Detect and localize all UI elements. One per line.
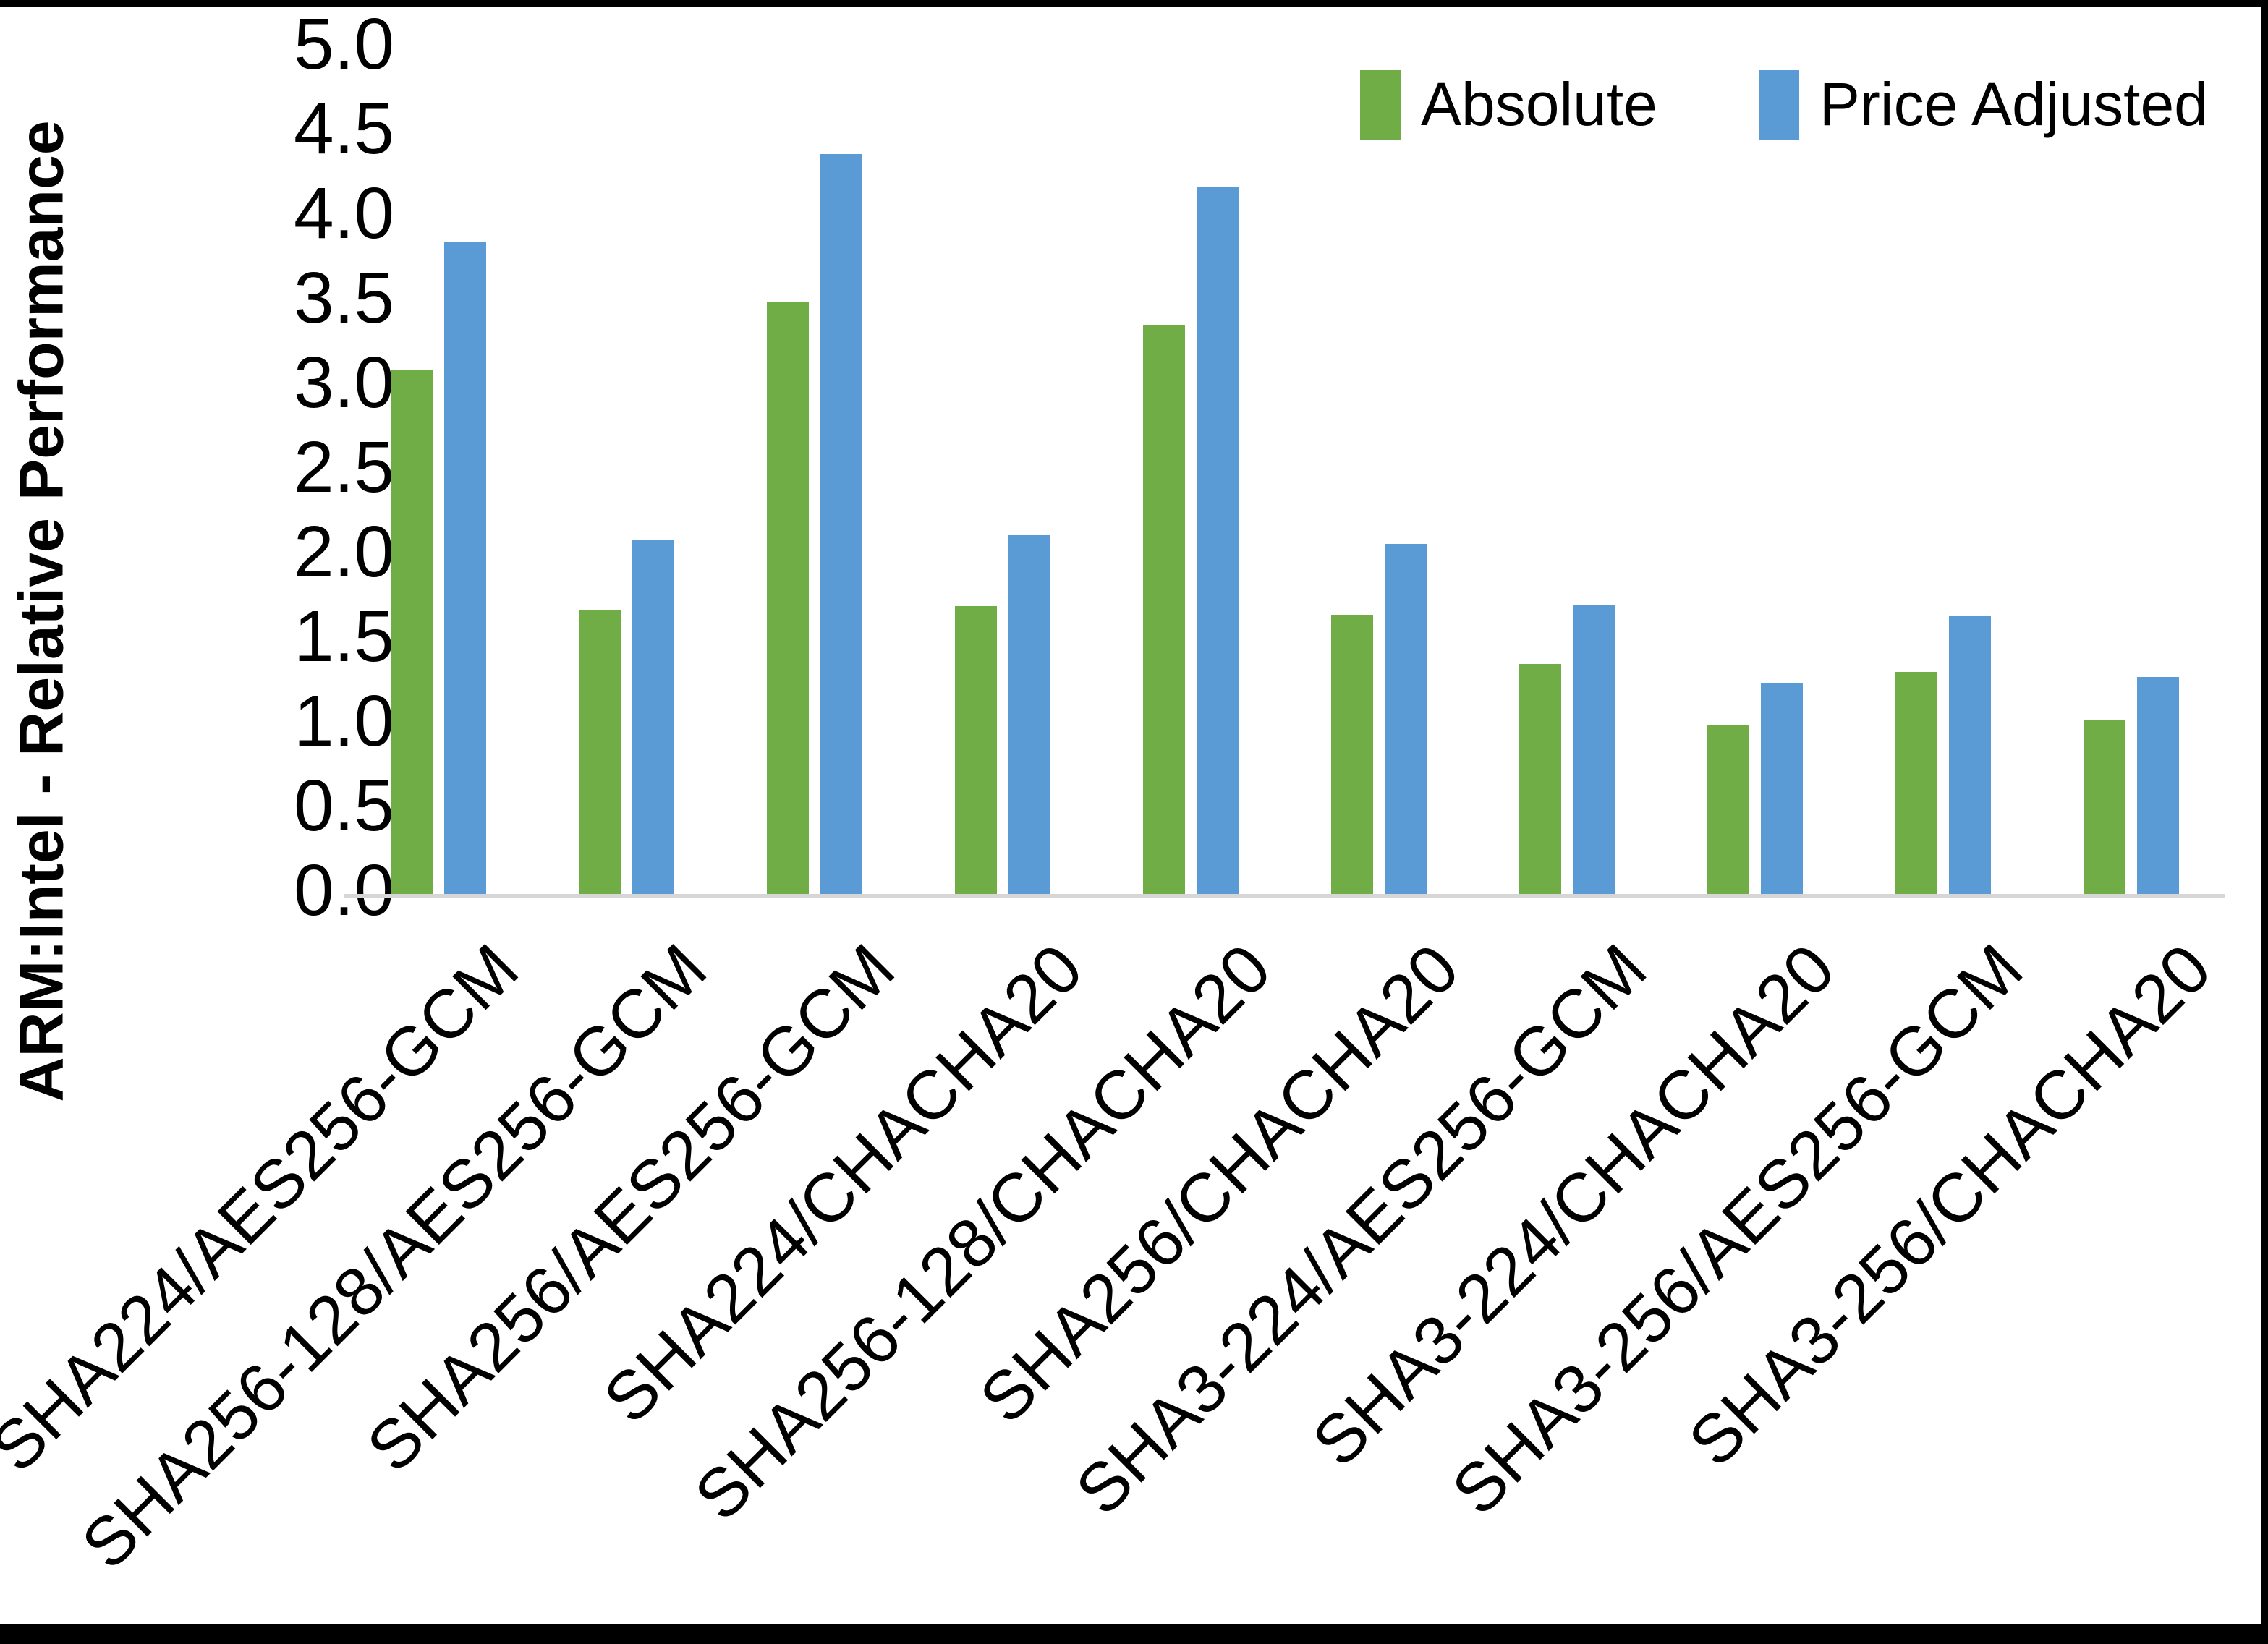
legend: Absolute Price Adjusted [1360, 69, 2208, 140]
bar-absolute [1519, 663, 1561, 894]
bar-absolute [955, 606, 997, 894]
bar-price-adjusted [1949, 616, 1991, 894]
figure-border-right [2261, 0, 2268, 1644]
bar-price-adjusted [444, 242, 486, 894]
bar-absolute [767, 302, 809, 894]
bar-price-adjusted [2137, 677, 2179, 894]
bar-price-adjusted [820, 154, 862, 894]
bar-price-adjusted [1197, 186, 1239, 894]
bar-price-adjusted [1761, 682, 1803, 894]
bar-price-adjusted [1008, 534, 1050, 894]
y-tick-label: 0.0 [293, 849, 394, 931]
y-tick-label: 3.5 [293, 257, 394, 338]
bar-absolute [1895, 672, 1937, 894]
legend-swatch-absolute [1360, 69, 1401, 140]
bar-price-adjusted [1573, 604, 1615, 894]
y-tick-label: 1.0 [293, 680, 394, 762]
y-tick-label: 1.5 [293, 595, 394, 677]
y-axis-title: ARM:Intel - Relative Performance [7, 120, 77, 1102]
y-tick-label: 4.5 [293, 88, 394, 169]
y-tick-label: 2.0 [293, 511, 394, 592]
y-tick-label: 4.0 [293, 172, 394, 254]
legend-swatch-price-adjusted [1758, 69, 1799, 140]
bar-price-adjusted [1385, 543, 1427, 894]
figure-border-top [0, 0, 2268, 7]
y-tick-label: 5.0 [293, 3, 394, 85]
bar-absolute [579, 609, 621, 894]
bar-absolute [1143, 325, 1185, 894]
bar-absolute [1331, 614, 1373, 894]
bar-absolute [391, 369, 433, 894]
legend-label-price-adjusted: Price Adjusted [1819, 70, 2208, 138]
y-tick-label: 3.0 [293, 341, 394, 423]
x-axis-line [344, 894, 2225, 898]
y-tick-label: 0.5 [293, 764, 394, 846]
bar-absolute [1707, 725, 1749, 894]
legend-label-absolute: Absolute [1421, 70, 1657, 138]
bar-price-adjusted [632, 540, 674, 894]
y-tick-label: 2.5 [293, 426, 394, 508]
bar-absolute [2084, 719, 2125, 894]
figure-border-bottom [0, 1624, 2268, 1644]
